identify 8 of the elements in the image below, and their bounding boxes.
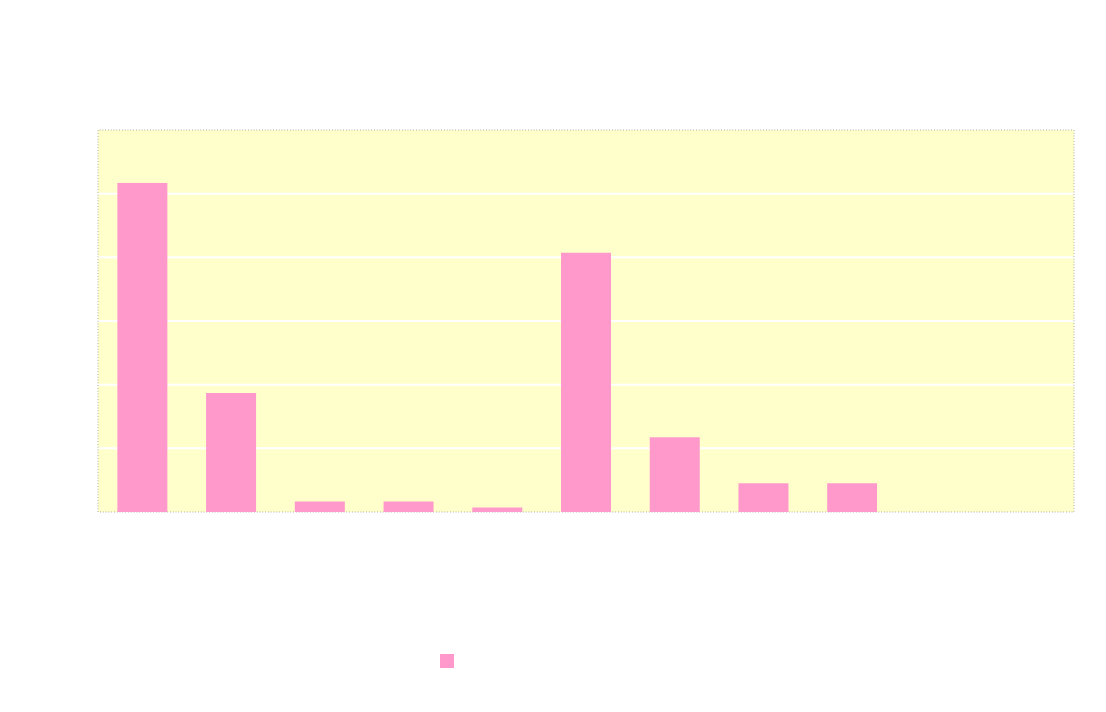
bar xyxy=(561,252,612,512)
bar xyxy=(117,182,168,512)
bar xyxy=(649,437,700,512)
bar xyxy=(827,483,878,512)
bar xyxy=(383,501,434,512)
bar xyxy=(294,501,345,512)
bar xyxy=(738,483,789,512)
bar xyxy=(206,393,257,512)
